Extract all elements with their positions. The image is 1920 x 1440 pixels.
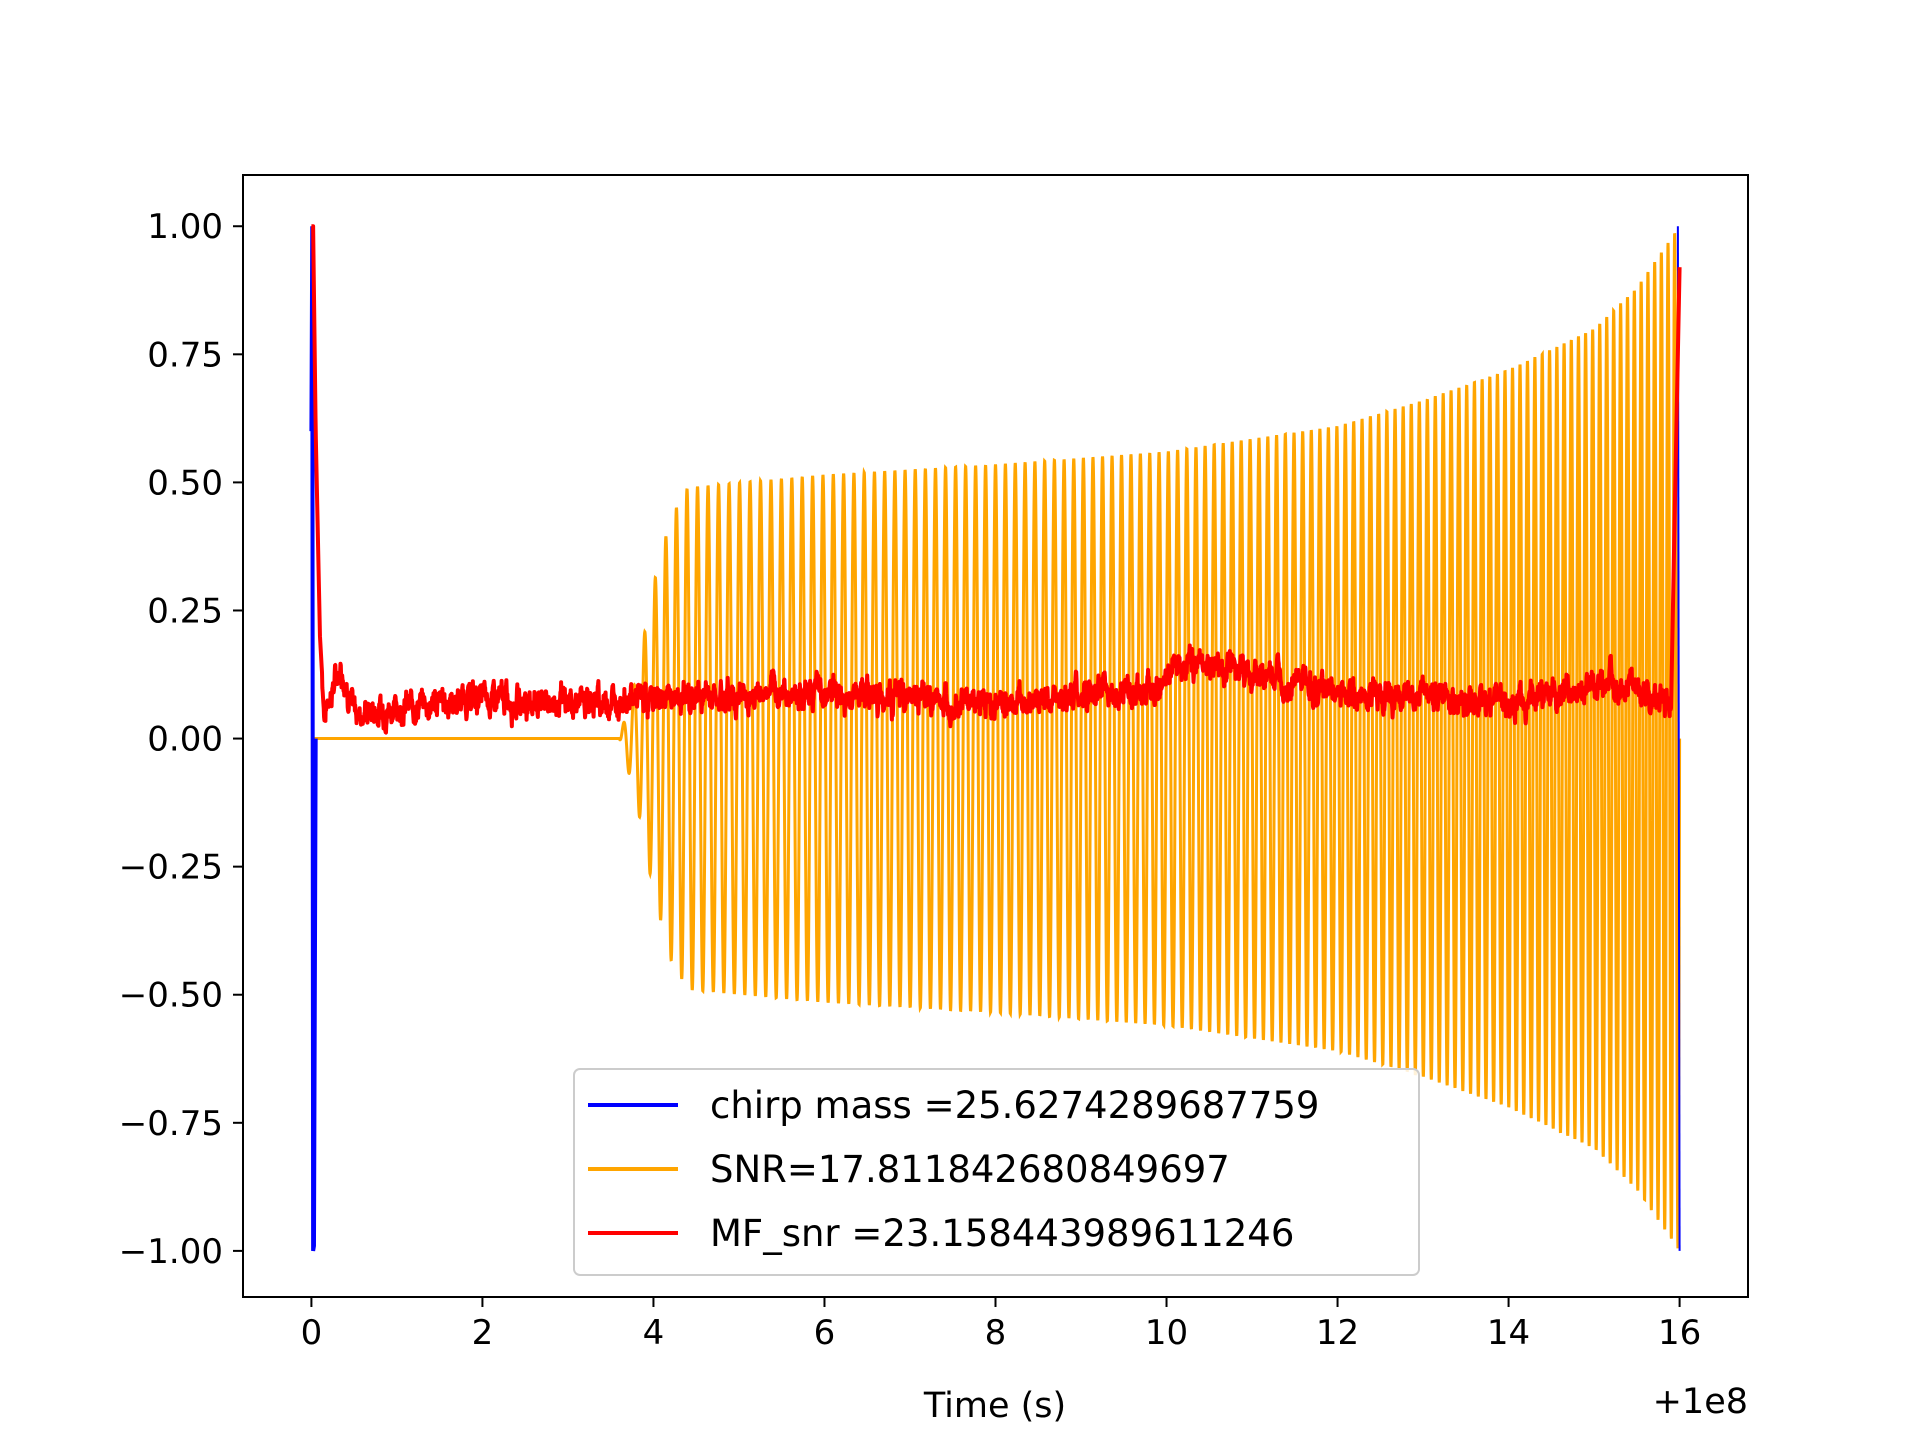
legend: chirp mass =25.6274289687759 SNR=17.8118… [573, 1068, 1420, 1276]
y-tick-label: 0.50 [147, 463, 223, 503]
legend-label-mf-snr: MF_snr =23.158443989611246 [710, 1212, 1294, 1255]
x-tick-label: 8 [985, 1313, 1007, 1353]
snr-line [311, 232, 1682, 1249]
legend-box [573, 1068, 1420, 1276]
series-layer [309, 224, 1682, 1252]
y-tick-label: 0.75 [147, 335, 223, 375]
legend-label-snr: SNR=17.811842680849697 [710, 1148, 1230, 1191]
x-tick-label: 16 [1658, 1313, 1701, 1353]
y-tick-label: 0.25 [147, 591, 223, 631]
y-tick-label: −0.50 [119, 976, 223, 1016]
x-axis-label: Time (s) [923, 1386, 1066, 1426]
legend-label-chirp-mass: chirp mass =25.6274289687759 [710, 1084, 1319, 1127]
y-tick-label: −0.75 [119, 1104, 223, 1144]
x-tick-label: 12 [1316, 1313, 1359, 1353]
x-tick-label: 2 [472, 1313, 494, 1353]
y-tick-label: −0.25 [119, 848, 223, 888]
ticks-layer: 0 2 4 6 8 10 12 14 16 1.00 0.75 0.50 0.25 0.00 −0.25 −0… [119, 207, 1701, 1353]
x-tick-label: 14 [1487, 1313, 1530, 1353]
y-tick-label: −1.00 [119, 1232, 223, 1272]
x-tick-label: 6 [814, 1313, 836, 1353]
x-offset-label: +1e8 [1653, 1382, 1748, 1422]
mf-snr-line [309, 224, 1682, 735]
x-tick-label: 4 [643, 1313, 665, 1353]
y-tick-label: 1.00 [147, 207, 223, 247]
x-tick-label: 0 [301, 1313, 323, 1353]
x-tick-label: 10 [1145, 1313, 1188, 1353]
y-tick-label: 0.00 [147, 720, 223, 760]
